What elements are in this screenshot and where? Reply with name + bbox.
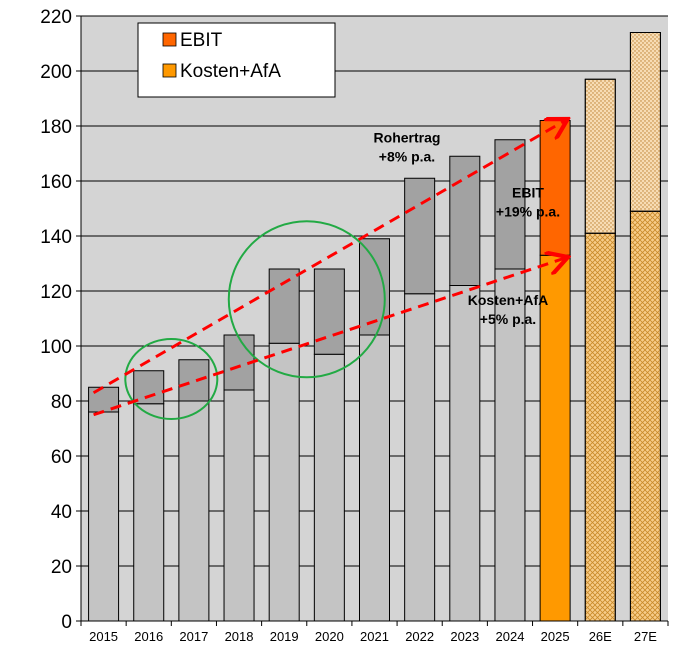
legend-swatch-ebit [162,32,177,47]
y-tick-label: 220 [40,7,72,28]
y-tick-label: 120 [40,282,72,303]
bar-ebit-2025 [539,120,571,256]
bar-ebit-2017 [178,359,210,402]
trend-arrow-kosten [93,258,566,417]
x-tick-label: 2017 [179,629,208,644]
x-tick-label: 27E [634,629,657,644]
y-tick-label: 20 [51,557,72,578]
annotation-ebit: +19% p.a. [496,204,560,220]
bar-ebit-2022 [404,177,436,295]
x-tick-label: 26E [589,629,612,644]
x-tick-label: 2018 [225,629,254,644]
bar-kosten-2024 [494,268,526,622]
annotation-rohertrag: Rohertrag [374,130,441,146]
bar-ebit-pattern-27E [629,32,661,212]
bar-ebit-2020 [313,268,345,355]
y-tick-label: 40 [51,502,72,523]
x-tick-label: 2023 [450,629,479,644]
x-tick-label: 2020 [315,629,344,644]
bar-ebit-2019 [268,268,300,344]
bar-ebit-2024 [494,139,526,270]
bar-kosten-2017 [178,400,210,622]
bar-ebit-2016 [133,370,165,405]
trend-arrow-rohertrag [92,121,566,395]
bar-kosten-2016 [133,403,165,622]
annotation-rohertrag: +8% p.a. [379,149,435,165]
bar-kosten-2019 [268,342,300,622]
x-tick-label: 2022 [405,629,434,644]
bar-kosten-2015 [88,411,120,622]
bar-kosten-2018 [223,389,255,622]
legend-swatch-kosten [162,63,177,78]
bar-kosten-2022 [404,293,436,622]
bar-kosten-2023 [449,285,481,622]
bar-kosten-2020 [313,353,345,622]
bar-ebit-2023 [449,155,481,286]
highlight-circle-2016-2017 [124,338,219,420]
x-tick-label: 2021 [360,629,389,644]
x-tick-label: 2019 [270,629,299,644]
x-tick-label: 2015 [89,629,118,644]
bar-kosten-pattern-27E [629,210,661,622]
bar-kosten-2025 [539,254,571,622]
y-tick-label: 0 [61,612,72,633]
y-tick-label: 60 [51,447,72,468]
legend-label-kosten: Kosten+AfA [180,61,281,82]
overlays [92,121,566,420]
annotation-ebit: EBIT [512,185,544,201]
y-tick-label: 100 [40,337,72,358]
x-tick-label: 2024 [496,629,525,644]
x-tick-label: 2025 [541,629,570,644]
bar-ebit-pattern-26E [584,78,616,234]
y-tick-label: 160 [40,172,72,193]
annotation-kosten: Kosten+AfA [468,292,549,308]
annotations: Rohertrag +8% p.a. EBIT +19% p.a. Kosten+AfA… [374,130,561,327]
bar-kosten-pattern-26E [584,232,616,622]
bar-kosten-2021 [359,334,390,622]
x-ticks: 2015 2016 2017 2018 2019 2020 2021 2022 2023 2024… [80,621,669,644]
y-tick-label: 180 [40,117,72,138]
legend-label-ebit: EBIT [180,30,223,51]
x-tick-label: 2016 [134,629,163,644]
legend: EBIT Kosten+AfA [137,22,336,98]
highlight-circle-2019-2020 [227,220,386,379]
bars [88,32,661,622]
annotation-kosten: +5% p.a. [480,311,536,327]
y-tick-label: 200 [40,62,72,83]
y-tick-label: 80 [51,392,72,413]
y-ticks: 0 20 40 60 80 100 120 140 160 180 200 220 [40,7,81,633]
y-tick-label: 140 [40,227,72,248]
